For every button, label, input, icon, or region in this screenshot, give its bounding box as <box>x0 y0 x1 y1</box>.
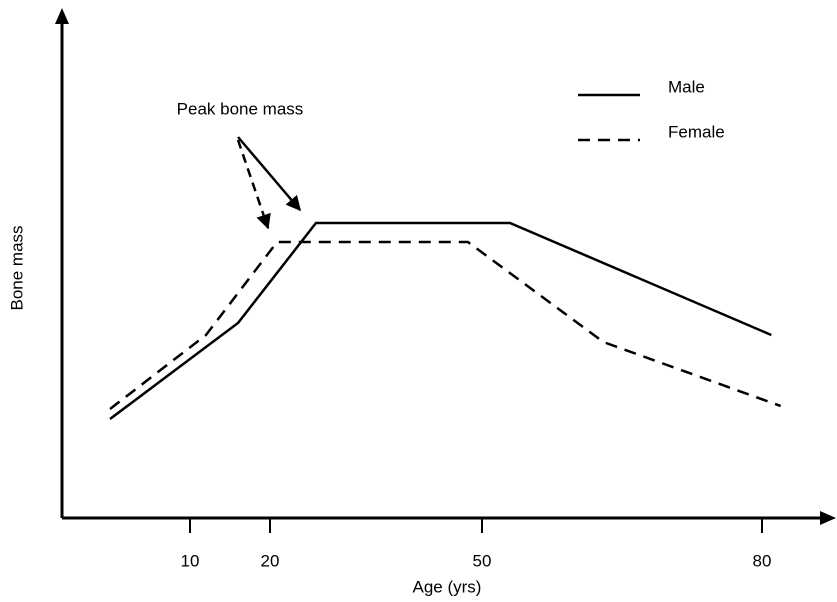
legend-label: Female <box>668 122 725 141</box>
line-series <box>109 240 782 410</box>
annotation-arrow <box>237 136 301 212</box>
x-axis-arrow <box>820 511 836 525</box>
line-series <box>109 221 772 420</box>
y-axis-label: Bone mass <box>7 225 26 310</box>
x-tick-label: 20 <box>261 551 280 570</box>
x-tick-label: 80 <box>753 551 772 570</box>
x-tick-label: 10 <box>181 551 200 570</box>
y-axis-arrow <box>55 8 69 24</box>
x-axis-label: Age (yrs) <box>413 577 482 596</box>
annotation-arrow <box>236 139 271 230</box>
annotation: Peak bone mass <box>177 99 304 118</box>
x-tick-label: 50 <box>473 551 492 570</box>
legend-label: Male <box>668 77 705 96</box>
